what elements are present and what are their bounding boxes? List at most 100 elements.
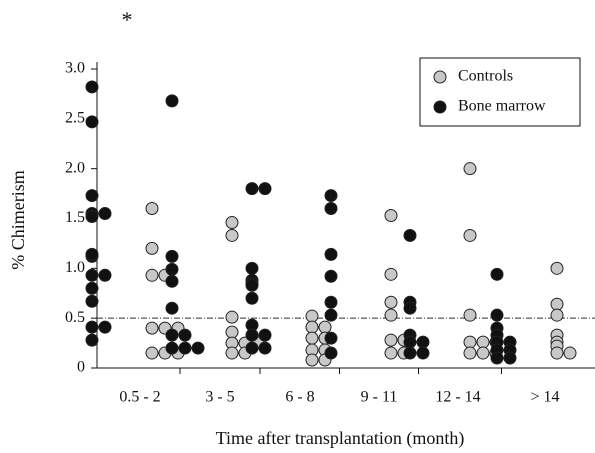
legend-label: Bone marrow <box>458 98 546 115</box>
y-axis-label: % Chimerism <box>8 170 28 270</box>
data-point <box>490 351 504 365</box>
x-tick-label: > 14 <box>530 389 559 406</box>
legend-marker <box>433 100 447 114</box>
data-point <box>85 333 99 347</box>
data-point <box>225 310 239 324</box>
x-tick-label: 6 - 8 <box>285 389 314 406</box>
y-tick-label: 0 <box>77 359 85 376</box>
data-point <box>403 228 417 242</box>
x-tick-label: 12 - 14 <box>435 389 480 406</box>
data-point <box>165 94 179 108</box>
data-point <box>490 267 504 281</box>
data-point <box>85 294 99 308</box>
data-point <box>324 247 338 261</box>
data-point <box>403 335 417 349</box>
data-point <box>563 346 577 360</box>
legend-marker <box>433 70 447 84</box>
data-point <box>490 308 504 322</box>
data-point <box>324 331 338 345</box>
data-point <box>145 268 159 282</box>
legend-box <box>419 57 581 127</box>
data-point <box>258 328 272 342</box>
data-point <box>145 241 159 255</box>
data-point <box>324 308 338 322</box>
data-point <box>98 268 112 282</box>
data-point <box>550 308 564 322</box>
data-point <box>384 333 398 347</box>
data-point <box>245 182 259 196</box>
data-point <box>324 295 338 309</box>
data-point <box>318 320 332 334</box>
data-point <box>85 247 99 261</box>
data-point <box>165 328 179 342</box>
data-point <box>165 274 179 288</box>
data-point <box>85 210 99 224</box>
data-point <box>550 297 564 311</box>
data-point <box>305 353 319 367</box>
data-point <box>245 341 259 355</box>
data-point <box>225 346 239 360</box>
data-point <box>245 291 259 305</box>
data-point <box>403 301 417 315</box>
data-point <box>178 341 192 355</box>
data-point <box>550 346 564 360</box>
data-point <box>165 341 179 355</box>
data-point <box>178 328 192 342</box>
data-point <box>98 320 112 334</box>
data-point <box>384 308 398 322</box>
x-tick-label: 0.5 - 2 <box>119 389 160 406</box>
data-point <box>463 228 477 242</box>
data-point <box>145 346 159 360</box>
y-tick-label: 2.5 <box>65 110 85 127</box>
data-point <box>98 207 112 221</box>
y-tick-label: 0.5 <box>65 309 85 326</box>
data-point <box>503 351 517 365</box>
x-tick-label: 9 - 11 <box>361 389 398 406</box>
data-point <box>403 346 417 360</box>
data-point <box>305 331 319 345</box>
data-point <box>384 346 398 360</box>
data-point <box>476 346 490 360</box>
data-point <box>550 261 564 275</box>
data-point <box>245 261 259 275</box>
y-tick-label: 2.0 <box>65 159 85 176</box>
data-point <box>384 295 398 309</box>
data-point <box>463 335 477 349</box>
data-point <box>225 215 239 229</box>
data-point <box>85 115 99 129</box>
data-point <box>145 321 159 335</box>
data-point <box>324 346 338 360</box>
legend-label: Controls <box>458 68 513 85</box>
data-point <box>258 341 272 355</box>
data-point <box>165 301 179 315</box>
data-point <box>85 268 99 282</box>
data-point <box>258 182 272 196</box>
data-point <box>165 262 179 276</box>
data-point <box>245 328 259 342</box>
data-point <box>191 341 205 355</box>
data-point <box>245 278 259 292</box>
data-point <box>384 267 398 281</box>
annotation: * <box>122 7 133 32</box>
data-point <box>305 320 319 334</box>
data-point <box>463 162 477 176</box>
data-point <box>225 325 239 339</box>
x-axis-label: Time after transplantation (month) <box>216 428 465 449</box>
data-point <box>416 335 430 349</box>
data-point <box>463 308 477 322</box>
data-point <box>476 335 490 349</box>
y-tick-label: 3.0 <box>65 60 85 77</box>
data-point <box>85 189 99 203</box>
y-tick-label: 1.5 <box>65 209 85 226</box>
data-point <box>85 320 99 334</box>
data-point <box>416 346 430 360</box>
x-tick-label: 3 - 5 <box>205 389 234 406</box>
data-point <box>225 228 239 242</box>
data-point <box>324 269 338 283</box>
data-point <box>305 309 319 323</box>
data-point <box>85 281 99 295</box>
data-point <box>324 189 338 203</box>
data-point <box>384 209 398 223</box>
data-point <box>145 202 159 216</box>
